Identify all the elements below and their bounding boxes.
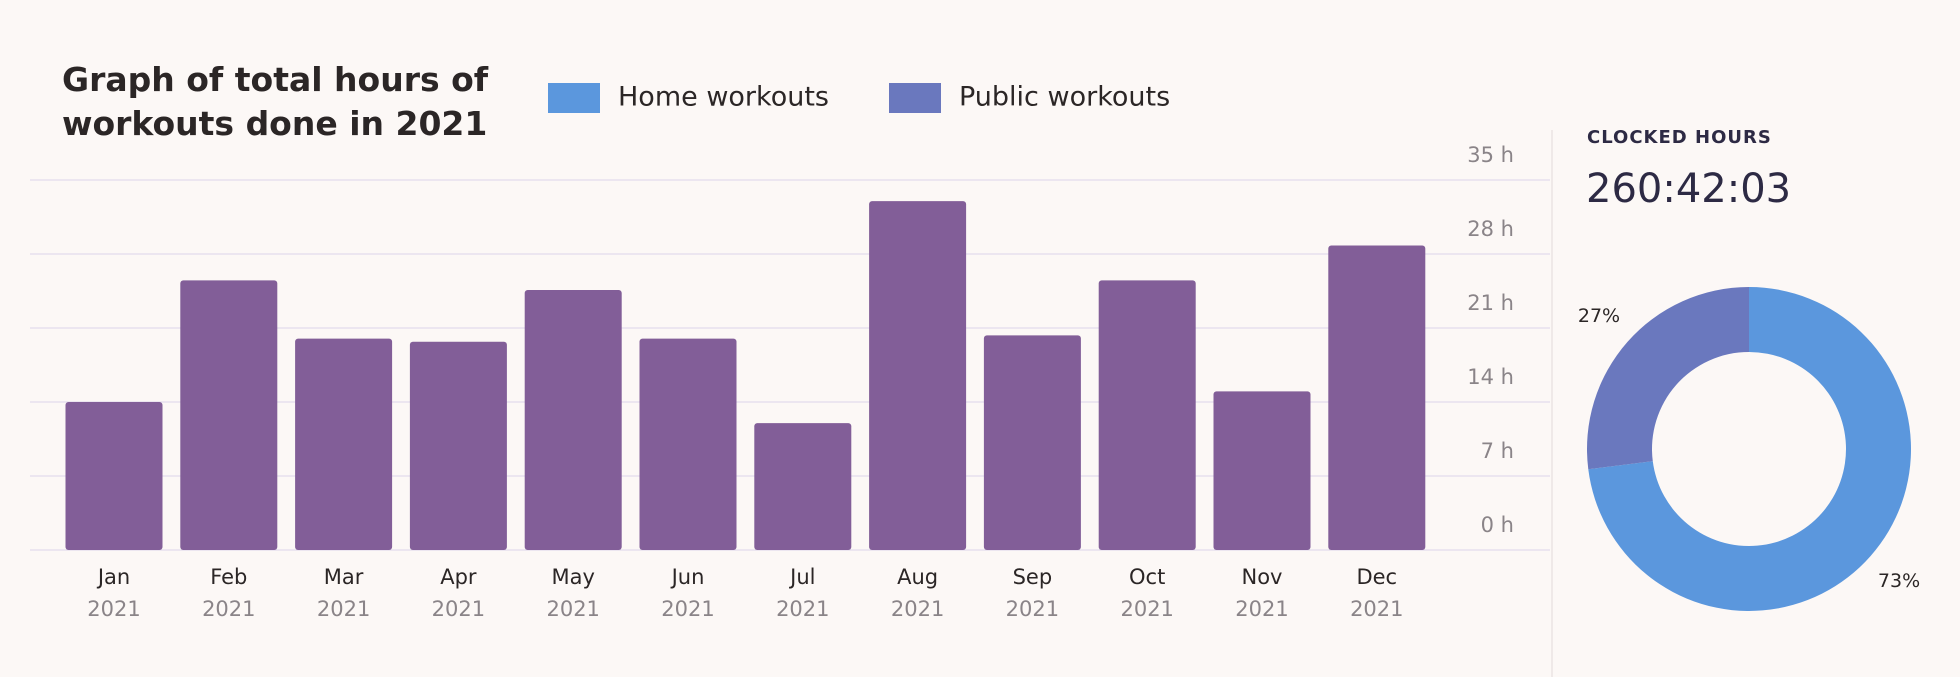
data-label: 73% [1878,570,1920,592]
chart-title: Graph of total hours of workouts done in… [62,60,489,143]
x-tick-sublabel: 2021 [1120,597,1173,621]
legend-label: Home workouts [618,82,829,113]
x-tick-sublabel: 2021 [432,597,485,621]
x-tick-label: May [551,565,594,589]
x-tick-label: Mar [324,565,364,589]
legend-label: Public workouts [959,82,1170,113]
x-tick-sublabel: 2021 [546,597,599,621]
x-tick-sublabel: 2021 [661,597,714,621]
y-tick-label: 0 h [1481,513,1514,537]
x-tick-label: Jul [788,565,815,589]
panel-title: CLOCKED HOURS [1587,127,1772,148]
bar [869,201,967,550]
bar [65,402,163,550]
x-tick-label: Nov [1242,565,1283,589]
legend-swatch [548,83,600,113]
y-tick-label: 35 h [1467,143,1514,167]
x-tick-label: Oct [1129,565,1165,589]
y-tick-label: 14 h [1467,365,1514,389]
legend-swatch [889,83,941,113]
bar [409,341,507,550]
x-tick-label: Dec [1356,565,1397,589]
donut-segment [1587,287,1749,470]
y-tick-label: 28 h [1467,217,1514,241]
x-tick-sublabel: 2021 [202,597,255,621]
bar [983,335,1081,550]
x-tick-sublabel: 2021 [891,597,944,621]
x-tick-sublabel: 2021 [1006,597,1059,621]
bar [1328,245,1426,551]
x-tick-label: Apr [440,565,477,589]
bar [524,289,622,550]
data-label: 27% [1578,305,1620,327]
bar [180,280,278,550]
x-tick-sublabel: 2021 [87,597,140,621]
bar [639,338,737,550]
bar [1098,280,1196,550]
x-tick-label: Sep [1013,565,1053,589]
x-tick-label: Jun [670,565,705,589]
bar [1213,391,1311,550]
donut-segment [1588,287,1912,611]
bar [295,338,393,550]
x-tick-label: Feb [210,565,247,589]
panel-value: 260:42:03 [1586,166,1791,212]
bar [754,423,852,550]
x-tick-label: Aug [897,565,938,589]
x-tick-sublabel: 2021 [1350,597,1403,621]
x-tick-sublabel: 2021 [776,597,829,621]
x-tick-label: Jan [96,565,130,589]
x-tick-sublabel: 2021 [317,597,370,621]
y-tick-label: 7 h [1481,439,1514,463]
x-tick-sublabel: 2021 [1235,597,1288,621]
y-tick-label: 21 h [1467,291,1514,315]
